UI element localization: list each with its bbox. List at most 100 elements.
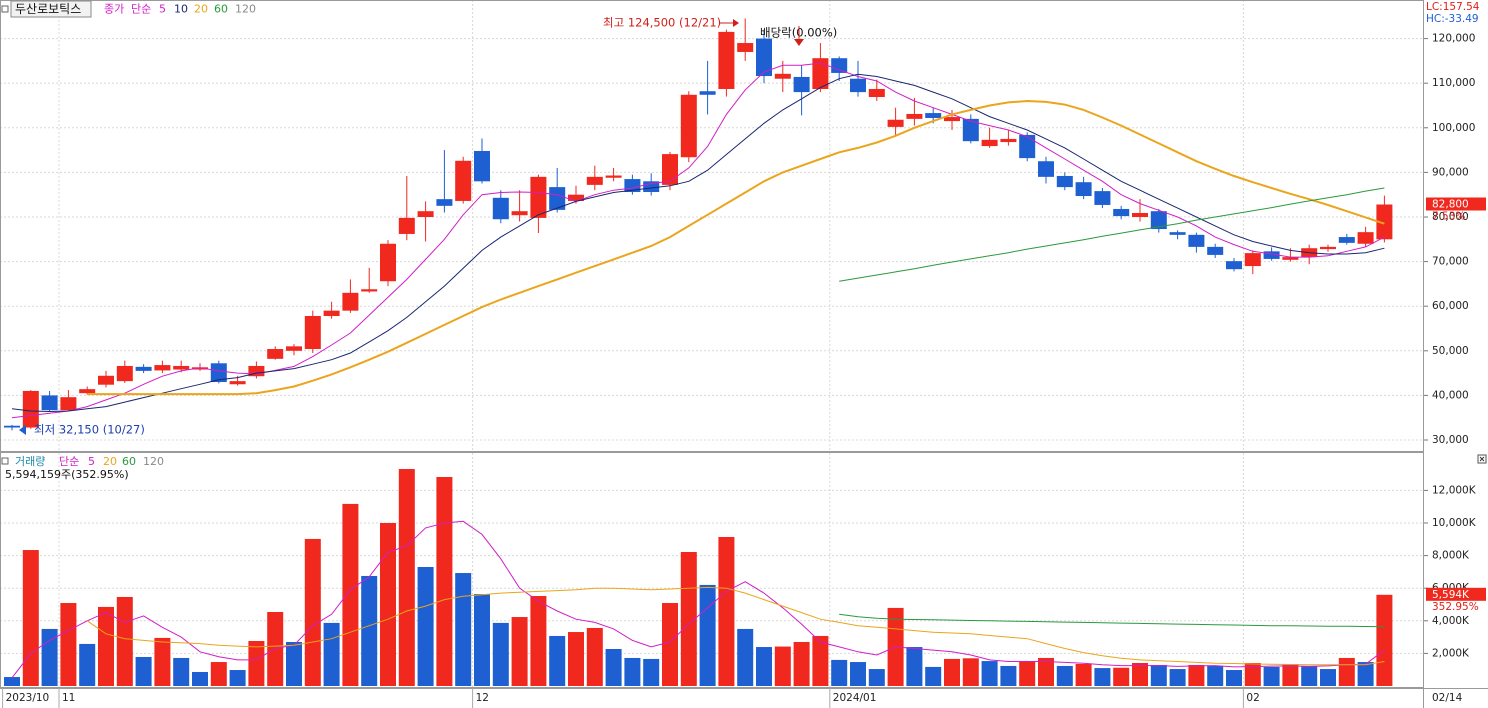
candle-body xyxy=(1094,191,1111,205)
ma-line xyxy=(11,62,1385,419)
volume-bar xyxy=(361,575,378,686)
volume-bar xyxy=(1301,665,1318,686)
candle-body xyxy=(398,217,415,234)
candle-body xyxy=(248,365,265,377)
candle-body xyxy=(756,38,772,77)
candle-body xyxy=(1000,138,1017,143)
panel-icon[interactable] xyxy=(1,457,9,465)
y-tick-label: 50,000 xyxy=(1432,345,1469,357)
hc-label: HC:-33.49 xyxy=(1426,13,1479,25)
volume-bar xyxy=(304,538,321,686)
volume-bar xyxy=(210,662,227,686)
close-icon[interactable] xyxy=(1479,456,1485,462)
volume-bar xyxy=(4,677,20,686)
candle-body xyxy=(304,316,321,350)
candle-body xyxy=(267,349,284,359)
candle-body xyxy=(586,176,603,185)
volume-bar xyxy=(79,643,96,686)
stock-name[interactable]: 두산로보틱스 xyxy=(15,2,81,16)
legend-entry[interactable]: 5 xyxy=(159,3,166,16)
volume-bar xyxy=(342,503,359,686)
marks-layer xyxy=(4,18,1393,686)
y-tick-label: 8,000K xyxy=(1432,550,1470,562)
candle-body xyxy=(417,211,434,217)
candle-body xyxy=(962,118,979,142)
volume-bar xyxy=(1320,669,1336,686)
volume-bar xyxy=(737,628,754,686)
candle-body xyxy=(79,389,96,394)
volume-bar xyxy=(868,669,885,686)
candle-body xyxy=(812,58,829,89)
high-arrow-head xyxy=(733,19,739,27)
candle-body xyxy=(98,375,114,385)
volume-bar xyxy=(1113,667,1130,686)
volume-bar xyxy=(549,635,566,686)
candle-body xyxy=(887,119,904,127)
candle-body xyxy=(511,211,528,216)
legend-entry[interactable]: 20 xyxy=(103,455,117,468)
candle-body xyxy=(1376,204,1393,240)
x-tick-label: 12 xyxy=(476,692,489,704)
y-tick-label: 80,000 xyxy=(1432,211,1469,223)
x-tick-label: 02 xyxy=(1246,692,1259,704)
candle-body xyxy=(1244,253,1261,267)
volume-bar xyxy=(1150,664,1167,686)
legend-entry[interactable]: 120 xyxy=(235,3,256,16)
volume-bar xyxy=(1075,663,1092,686)
candle-body xyxy=(1188,234,1205,247)
volume-title: 거래량 xyxy=(15,455,45,468)
volume-bar xyxy=(1376,594,1393,686)
y-tick-label: 12,000K xyxy=(1432,484,1477,496)
volume-bar xyxy=(60,603,77,686)
legend-entry[interactable]: 10 xyxy=(174,3,188,16)
candle-body xyxy=(1338,237,1355,243)
candle-body xyxy=(831,58,848,73)
volume-bar xyxy=(286,641,302,686)
candle-body xyxy=(1282,257,1299,260)
volume-bar xyxy=(530,596,547,686)
legend-method: 단순 xyxy=(131,3,151,16)
legend-entry[interactable]: 120 xyxy=(143,455,164,468)
legend-entry[interactable]: 20 xyxy=(194,3,208,16)
legend-entry[interactable]: 5 xyxy=(88,455,95,468)
candle-body xyxy=(41,395,58,411)
candle-body xyxy=(60,397,77,411)
volume-bar xyxy=(98,606,114,686)
low-annotation: 최저 32,150 (10/27) xyxy=(34,423,145,437)
volume-bar xyxy=(1056,665,1073,686)
volume-bar xyxy=(1244,663,1261,686)
y-tick-label: 2,000K xyxy=(1432,647,1470,659)
candle-body xyxy=(1075,182,1092,197)
candle-body xyxy=(22,390,39,428)
volume-bar xyxy=(1132,663,1148,686)
dividend-arrow-head xyxy=(794,39,804,46)
volume-bar xyxy=(981,661,998,686)
volume-bar xyxy=(323,622,340,686)
candle-body xyxy=(1320,246,1336,250)
legend-entry[interactable]: 60 xyxy=(122,455,136,468)
ma-line xyxy=(11,520,1385,679)
panel-icon[interactable] xyxy=(1,5,9,13)
legend-entry[interactable]: 60 xyxy=(214,3,228,16)
volume-bar xyxy=(474,594,490,686)
candle-body xyxy=(342,292,359,311)
candle-body xyxy=(981,139,998,147)
current-date: 02/14 xyxy=(1432,692,1463,704)
candle-body xyxy=(944,117,960,122)
candle-body xyxy=(286,346,302,351)
current-price-label: 82,800 xyxy=(1432,199,1469,211)
candle-body xyxy=(737,43,754,52)
volume-bar xyxy=(1207,665,1224,686)
stock-name-box[interactable] xyxy=(10,0,92,18)
x-tick-label: 11 xyxy=(62,692,75,704)
volume-bar xyxy=(718,536,735,686)
volume-bar xyxy=(699,584,716,686)
volume-bar xyxy=(154,637,171,686)
candle-body xyxy=(1132,212,1148,217)
volume-bar xyxy=(398,469,415,686)
candle-body xyxy=(229,381,246,385)
candle-body xyxy=(1038,161,1054,177)
volume-bar xyxy=(192,671,208,686)
candle-body xyxy=(154,365,171,371)
